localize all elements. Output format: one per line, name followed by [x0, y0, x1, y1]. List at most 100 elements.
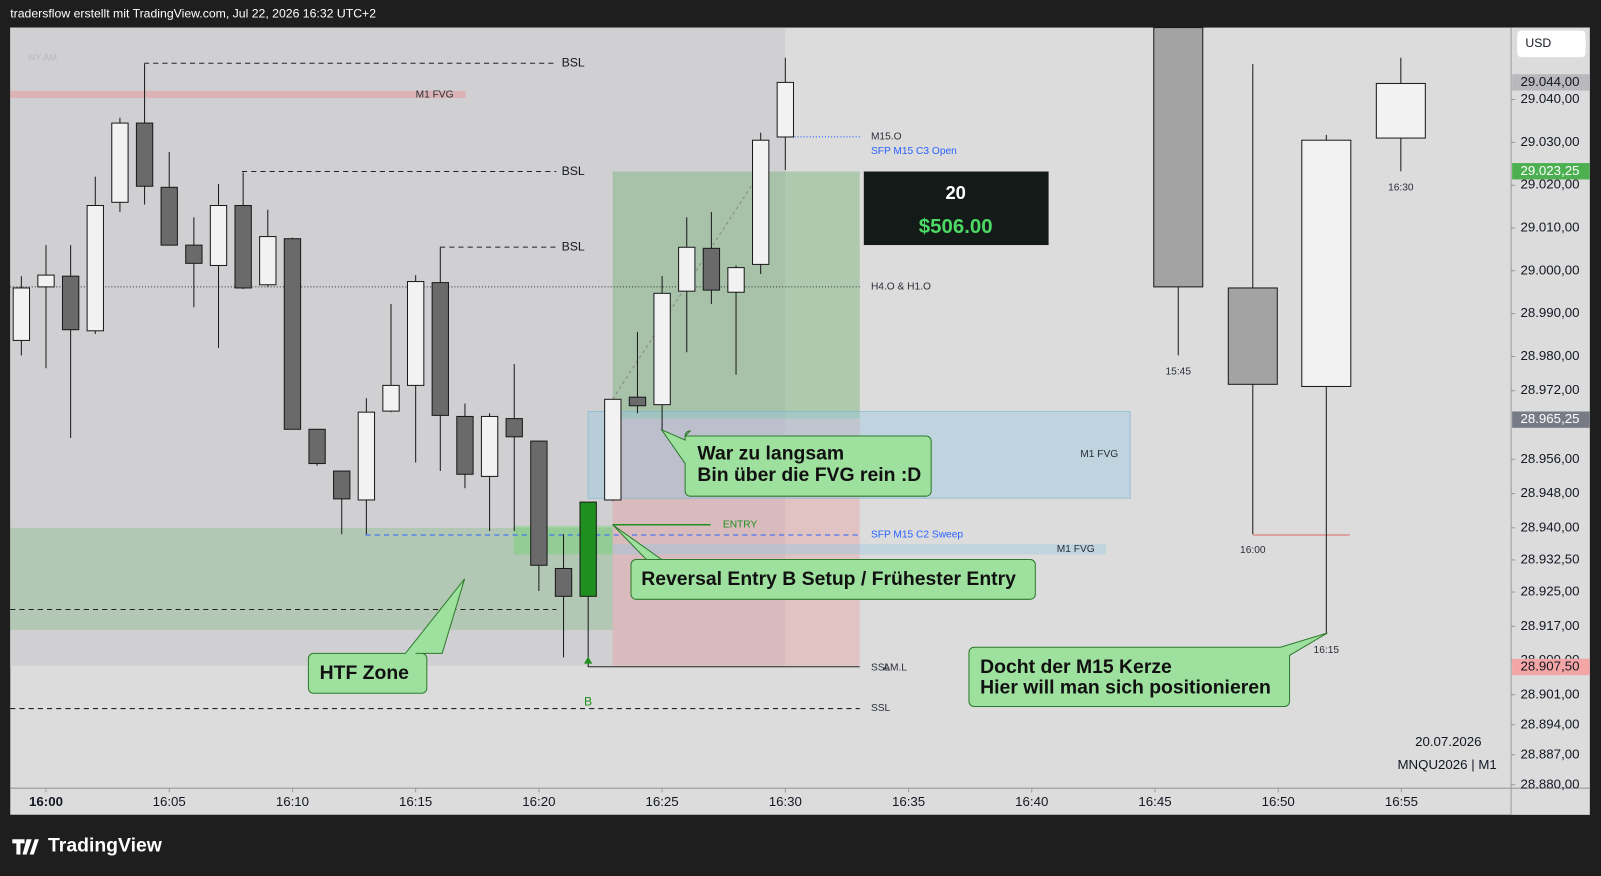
signal-marker	[584, 656, 593, 664]
candle	[333, 470, 351, 535]
candle	[135, 64, 154, 205]
callout-box	[612, 524, 1036, 600]
candle-body	[1301, 139, 1352, 387]
x-tick-label: 16:55	[1385, 794, 1418, 809]
candle	[160, 151, 178, 246]
callouts	[307, 428, 1328, 708]
price-tag-label: 28.907,50	[1520, 658, 1579, 673]
candle-body	[185, 244, 203, 264]
candle	[111, 117, 129, 212]
m15-candle	[1375, 57, 1426, 172]
position-box	[863, 171, 1049, 246]
y-tick-label: 28.948,00	[1520, 485, 1579, 500]
candle	[579, 501, 597, 667]
candle-body	[135, 122, 154, 187]
y-tick-label: 29.020,00	[1520, 177, 1579, 192]
candle	[185, 217, 203, 308]
callout-text: HTF Zone	[320, 662, 410, 684]
axes: 29.040,00 29.030,00 29.020,00 29.010,00 29.0…	[29, 74, 1590, 809]
m15-candle	[1153, 27, 1204, 356]
candle-body	[628, 396, 647, 407]
candle	[308, 428, 326, 466]
fvg-label: M1 FVG	[1080, 449, 1118, 460]
y-tick-label: 28.917,00	[1520, 618, 1579, 633]
candle	[554, 534, 573, 658]
candle	[234, 172, 252, 290]
callout-box	[307, 578, 466, 694]
price-tag	[1512, 658, 1590, 676]
x-tick-label: 16:50	[1262, 794, 1295, 809]
entry-label: ENTRY	[723, 519, 758, 530]
candle-body	[752, 139, 770, 265]
chart-date: 20.07.2026	[1415, 734, 1481, 749]
m15-candle	[1227, 64, 1278, 535]
candle-body	[604, 398, 622, 501]
y-tick-label: 28.887,00	[1520, 746, 1579, 761]
price-tag	[1512, 411, 1590, 428]
candle	[37, 245, 55, 369]
m15-time-label: 16:00	[1240, 545, 1266, 556]
candle	[406, 275, 425, 463]
callout-text: Hier will man sich positionieren	[980, 676, 1271, 698]
position-pnl: $506.00	[919, 216, 993, 238]
y-tick-label: 28.972,00	[1520, 382, 1579, 397]
currency[interactable]: USD	[1525, 36, 1551, 50]
sweep-label: SFP M15 C2 Sweep	[871, 530, 963, 541]
m15-time-label: 16:30	[1388, 182, 1414, 193]
candle	[505, 363, 523, 532]
candle-body	[579, 501, 597, 597]
candle-body	[382, 384, 400, 412]
candle	[61, 245, 80, 438]
currency-box[interactable]	[1517, 30, 1586, 58]
y-tick-label: 28.932,50	[1520, 551, 1579, 566]
candle-body	[1375, 82, 1426, 139]
candle-body	[554, 567, 573, 597]
callout-text: Reversal Entry B Setup / Frühester Entry	[641, 568, 1016, 590]
ssl-label: AM.L	[883, 662, 907, 673]
candles: 15:45 16:00 16:15 16:30	[12, 27, 1426, 667]
y-tick-label: 29.000,00	[1520, 262, 1579, 277]
fvg-zone	[10, 90, 466, 99]
x-tick-label: 16:00	[29, 794, 63, 809]
candle-body	[776, 81, 795, 138]
y-tick-label: 28.956,00	[1520, 451, 1579, 466]
candle-body	[209, 205, 228, 266]
ssl-label: SSL	[871, 662, 891, 673]
y-tick-label: 28.894,00	[1520, 716, 1579, 731]
candle-body	[480, 415, 499, 477]
m15-time-label: 16:15	[1314, 645, 1340, 656]
candle	[382, 304, 400, 413]
fvg-label: M1 FVG	[416, 90, 454, 101]
x-tick-label: 16:35	[892, 794, 925, 809]
bsl-label: BSL	[562, 164, 585, 178]
candle	[431, 247, 449, 472]
candle	[752, 132, 770, 275]
x-tick-label: 16:10	[276, 794, 309, 809]
y-tick-label: 29.040,00	[1520, 91, 1579, 106]
header: tradersflow erstellt mit TradingView.com…	[10, 7, 376, 21]
x-tick-label: 16:15	[399, 794, 432, 809]
y-tick-label: 28.980,00	[1520, 348, 1579, 363]
bsl-label: BSL	[562, 239, 585, 253]
price-tag	[1512, 163, 1590, 180]
logo	[12, 839, 39, 855]
h4-open-label: H4.O & H1.O	[871, 282, 931, 293]
candle	[727, 265, 745, 375]
position-qty: 20	[945, 182, 965, 203]
x-tick-label: 16:45	[1138, 794, 1171, 809]
candle-body	[1227, 287, 1278, 385]
x-tick-label: 16:25	[646, 794, 679, 809]
y-tick-label: 28.925,00	[1520, 584, 1579, 599]
candle	[628, 331, 647, 414]
candle	[357, 398, 376, 535]
candle-body	[406, 281, 425, 386]
candle-body	[456, 415, 474, 475]
price-tag	[1512, 74, 1590, 91]
candle	[678, 217, 696, 353]
m15-time-label: 15:45	[1166, 366, 1192, 377]
x-tick-label: 16:30	[769, 794, 802, 809]
candle	[530, 440, 548, 591]
fvg-label: M1 FVG	[1057, 544, 1095, 555]
candle-body	[530, 440, 548, 566]
candle	[702, 211, 721, 305]
